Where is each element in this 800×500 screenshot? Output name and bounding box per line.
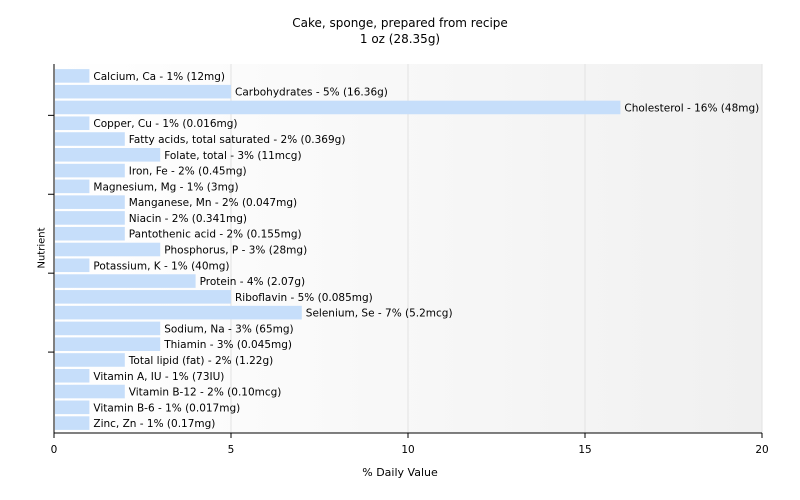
bar-label: Pantothenic acid - 2% (0.155mg) (129, 229, 302, 241)
bar (55, 179, 90, 194)
bar-label: Niacin - 2% (0.341mg) (129, 213, 247, 225)
bar (55, 337, 161, 351)
bar (55, 226, 125, 241)
x-tick-label: 10 (401, 444, 414, 456)
bar-label: Zinc, Zn - 1% (0.17mg) (93, 418, 215, 430)
bar-label: Selenium, Se - 7% (5.2mcg) (306, 308, 453, 320)
bar (55, 148, 161, 162)
bar-label: Calcium, Ca - 1% (12mg) (93, 71, 225, 83)
chart-subtitle: 1 oz (28.35g) (359, 32, 441, 46)
bar (55, 258, 90, 273)
bar (55, 84, 231, 99)
y-axis-label: Nutrient (36, 227, 48, 269)
bar (55, 69, 90, 83)
bar-label: Thiamin - 3% (0.045mg) (163, 339, 292, 351)
bar (55, 290, 231, 304)
bar-label: Manganese, Mn - 2% (0.047mg) (129, 197, 297, 209)
bar-label: Riboflavin - 5% (0.085mg) (235, 292, 373, 304)
bar-label: Potassium, K - 1% (40mg) (93, 260, 229, 272)
bar (55, 211, 125, 225)
bar-label: Phosphorus, P - 3% (28mg) (164, 245, 307, 257)
bar-label: Fatty acids, total saturated - 2% (0.369… (129, 134, 346, 146)
bar-label: Iron, Fe - 2% (0.45mg) (129, 166, 247, 178)
bar (55, 400, 90, 415)
bar (55, 116, 90, 131)
bar-label: Vitamin A, IU - 1% (73IU) (93, 371, 224, 383)
bar (55, 305, 302, 320)
bar (55, 195, 125, 209)
bar-label: Cholesterol - 16% (48mg) (624, 102, 759, 114)
bar (55, 368, 90, 383)
bar-label: Protein - 4% (2.07g) (200, 276, 306, 288)
bar (55, 416, 90, 430)
bar (55, 274, 196, 288)
chart-title: Cake, sponge, prepared from recipe (292, 16, 508, 30)
bar-label: Folate, total - 3% (11mcg) (164, 150, 301, 162)
bar (55, 242, 161, 257)
bar (55, 384, 125, 399)
bar (55, 163, 125, 178)
bar-label: Total lipid (fat) - 2% (1.22g) (128, 355, 273, 367)
bar-label: Vitamin B-6 - 1% (0.017mg) (93, 402, 240, 414)
bar-label: Vitamin B-12 - 2% (0.10mcg) (129, 387, 282, 399)
x-tick-label: 5 (228, 444, 235, 456)
bar (55, 100, 621, 115)
bar (55, 353, 125, 367)
bar-label: Carbohydrates - 5% (16.36g) (235, 87, 388, 99)
bar-label: Copper, Cu - 1% (0.016mg) (93, 118, 237, 130)
x-tick-label: 0 (51, 444, 58, 456)
bar (55, 321, 161, 336)
x-tick-label: 20 (755, 444, 768, 456)
bar-label: Sodium, Na - 3% (65mg) (164, 323, 293, 335)
x-axis-label: % Daily Value (362, 466, 438, 479)
bar-label: Magnesium, Mg - 1% (3mg) (93, 181, 238, 193)
bar (55, 132, 125, 146)
x-tick-label: 15 (578, 444, 591, 456)
